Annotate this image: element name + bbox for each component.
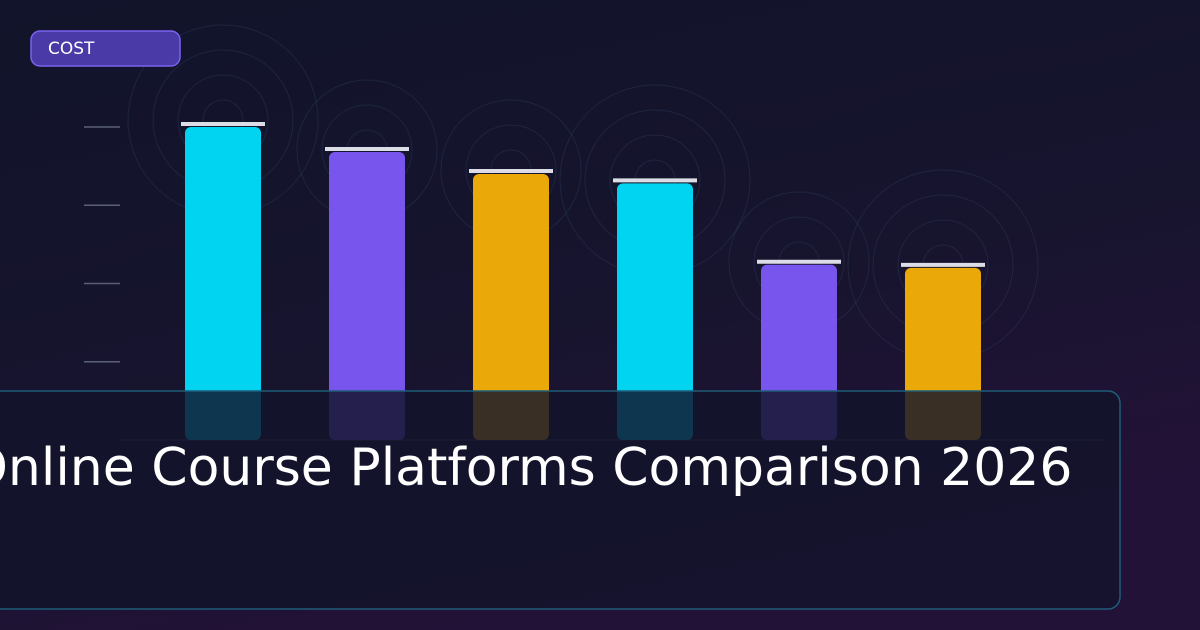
bar bbox=[329, 152, 405, 441]
y-axis-label: COST bbox=[48, 39, 95, 59]
bar bbox=[185, 127, 261, 440]
bar bbox=[617, 183, 693, 440]
axis-badge bbox=[30, 30, 181, 67]
chart-title: Online Course Platforms Comparison 2026 bbox=[0, 438, 1072, 498]
title-panel bbox=[0, 390, 1121, 610]
bar bbox=[473, 173, 549, 440]
